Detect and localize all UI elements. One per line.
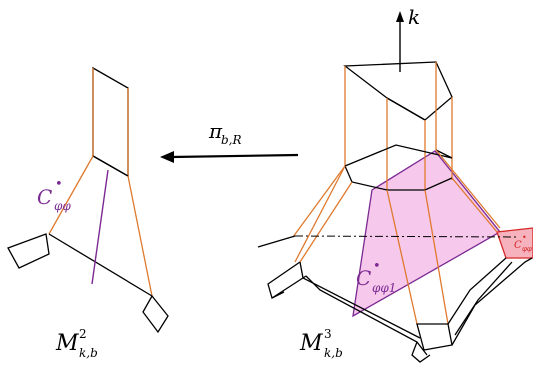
wedge-left-outer	[294, 165, 346, 263]
right-figure-m3: k	[257, 5, 533, 363]
wedge-right-inner	[435, 149, 501, 229]
left-small-square	[7, 233, 50, 269]
left-c-label: C • φφ	[37, 177, 71, 213]
m3-sup: 3	[324, 327, 332, 341]
base-bottom-left-inner	[299, 261, 421, 339]
red-c-main: C	[514, 240, 522, 251]
m2-sup: 2	[79, 327, 87, 341]
m2-label: M 2 k,b	[55, 327, 98, 360]
k-label: k	[408, 5, 420, 29]
base-bottom-corner	[411, 341, 431, 363]
red-c-label: C • φφ	[514, 233, 532, 253]
m3-main: M	[299, 331, 323, 356]
pi-main: π	[208, 119, 223, 143]
base-right-outer	[451, 257, 533, 346]
left-purple-line	[91, 169, 109, 285]
wedge-mid-right	[424, 189, 449, 325]
wedge-mid-left	[386, 189, 418, 325]
left-c-bullet: •	[55, 177, 63, 192]
right-c-label: C • φφ1	[356, 259, 396, 295]
m3-sub: k,b	[324, 346, 343, 360]
left-c-main: C	[37, 185, 52, 209]
red-cell	[496, 227, 533, 259]
left-stub	[257, 235, 296, 248]
base-left-tick	[271, 291, 285, 299]
k-arrow-head	[396, 11, 404, 22]
top-prism-face	[343, 61, 453, 121]
left-figure-m2	[7, 66, 169, 334]
m3-label: M 3 k,b	[299, 327, 343, 360]
right-small-square	[142, 294, 169, 334]
mid-section-a	[344, 144, 453, 167]
left-top-cell	[92, 66, 129, 178]
dash-dot-line	[294, 235, 518, 238]
base-right-edge	[447, 257, 507, 325]
m2-sub: k,b	[79, 346, 98, 360]
top-prism-inner-edge	[386, 97, 426, 121]
base-left-block	[267, 261, 307, 300]
wedge-right-outer	[451, 177, 498, 233]
pi-sub: b,R	[221, 133, 242, 147]
red-c-bullet: •	[522, 233, 527, 242]
wedge-left-inner	[299, 181, 353, 263]
projection-arrow: π b,R	[160, 119, 299, 163]
right-c-sub: φφ1	[372, 281, 396, 295]
projection-arrow-head	[160, 151, 174, 163]
right-c-bullet: •	[373, 259, 381, 274]
base-right-middle	[454, 261, 513, 336]
left-wedge-bottom-edge	[48, 233, 153, 297]
left-wedge-left-edge	[48, 155, 94, 235]
left-c-sub: φφ	[54, 199, 71, 213]
left-divider	[92, 155, 129, 177]
wedge-far-left	[292, 165, 346, 238]
m2-main: M	[55, 331, 79, 356]
base-bottom-block	[416, 323, 453, 351]
projection-arrow-shaft	[171, 153, 299, 159]
red-c-sub: φφ	[522, 245, 532, 253]
left-wedge-right-edge	[127, 175, 153, 297]
right-c-main: C	[356, 266, 371, 290]
